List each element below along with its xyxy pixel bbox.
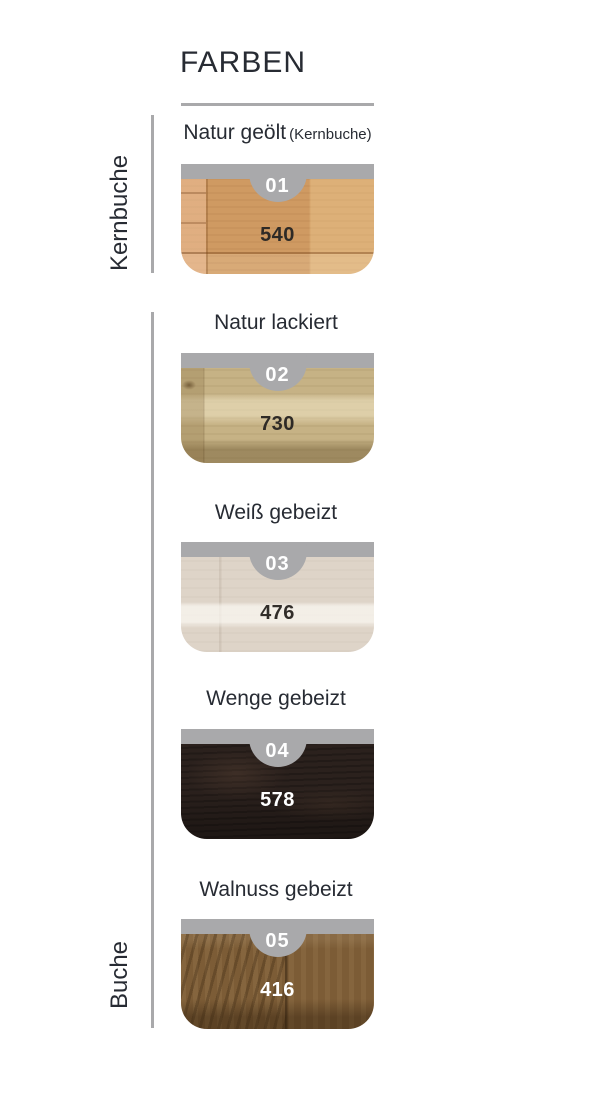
swatch-number-badge: 04 [248, 729, 307, 767]
swatch-tile-04-wenge-gebeizt[interactable]: 04 578 [181, 729, 374, 839]
swatch-tile-02-natur-lackiert[interactable]: 02 730 [181, 353, 374, 463]
swatch-number-badge: 02 [248, 353, 307, 391]
swatch-tile-05-walnuss-gebeizt[interactable]: 05 416 [181, 919, 374, 1029]
swatch-number: 03 [265, 553, 290, 575]
finish-label-natur-lackiert: Natur lackiert [181, 310, 374, 337]
finish-label-walnuss-gebeizt: Walnuss gebeizt [181, 877, 374, 904]
finish-name: Wenge gebeizt [206, 687, 346, 710]
swatch-tile-01-natur-geoelt[interactable]: 01 540 [181, 164, 374, 274]
finish-note: (Kernbuche) [289, 126, 372, 143]
finish-name: Natur geölt [183, 121, 287, 144]
swatch-number: 01 [265, 175, 290, 197]
finish-label-wenge-gebeizt: Wenge gebeizt [181, 686, 374, 713]
swatch-code: 578 [260, 789, 295, 811]
swatch-code: 476 [260, 602, 295, 624]
section-label-buche: Buche [106, 940, 133, 1010]
section-rule-buche [151, 312, 154, 1028]
title-divider [181, 103, 374, 106]
finish-label-natur-geoelt: Natur geölt (Kernbuche) [181, 120, 374, 147]
swatch-tile-03-weiss-gebeizt[interactable]: 03 476 [181, 542, 374, 652]
swatch-code: 416 [260, 979, 295, 1001]
finish-name: Walnuss gebeizt [199, 878, 353, 901]
swatch-code: 540 [260, 224, 295, 246]
swatch-number-badge: 03 [248, 542, 307, 580]
swatch-code: 730 [260, 413, 295, 435]
swatch-number: 05 [265, 930, 290, 952]
swatch-number: 02 [265, 364, 290, 386]
swatch-number-badge: 05 [248, 919, 307, 957]
finish-name: Natur lackiert [214, 311, 338, 334]
page-title: FARBEN [180, 46, 307, 79]
swatch-number-badge: 01 [248, 164, 307, 202]
swatch-number: 04 [265, 740, 290, 762]
finish-name: Weiß gebeizt [214, 501, 338, 524]
section-rule-kernbuche [151, 115, 154, 273]
section-label-kernbuche: Kernbuche [106, 154, 133, 272]
finish-label-weiss-gebeizt: Weiß gebeizt [181, 500, 374, 527]
